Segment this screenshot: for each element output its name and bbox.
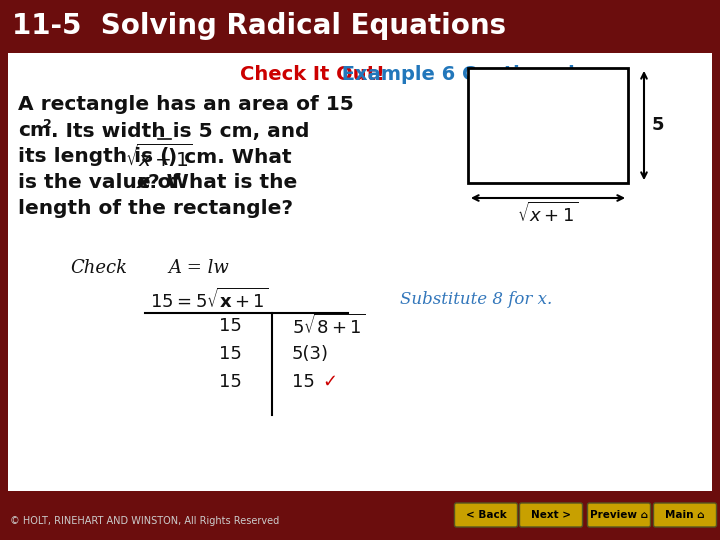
Text: Substitute 8 for x.: Substitute 8 for x. [400,292,552,308]
Text: Example 6 Continued: Example 6 Continued [335,64,575,84]
Text: length of the rectangle?: length of the rectangle? [18,199,293,219]
Bar [0,0,720,50]
Bar [468,68,628,183]
Text: 15: 15 [292,373,315,391]
Text: 5(3): 5(3) [292,345,329,363]
Text: 5: 5 [652,117,665,134]
Text: 2: 2 [43,118,52,131]
Bar [0,496,720,540]
Text: its length is (: its length is ( [18,147,169,166]
Text: 15: 15 [219,373,241,391]
FancyBboxPatch shape [520,503,582,527]
Text: ) cm. What: ) cm. What [168,147,292,166]
Text: cm: cm [18,122,51,140]
Text: A rectangle has an area of 15: A rectangle has an area of 15 [18,96,354,114]
Text: Preview ⌂: Preview ⌂ [590,510,648,520]
Text: © HOLT, RINEHART AND WINSTON, All Rights Reserved: © HOLT, RINEHART AND WINSTON, All Rights… [10,516,279,526]
Text: ✓: ✓ [322,373,337,391]
Text: Main ⌂: Main ⌂ [665,510,705,520]
Text: 15: 15 [219,345,241,363]
Text: $15 = 5\sqrt{{\bf x}+1}$: $15 = 5\sqrt{{\bf x}+1}$ [150,288,269,312]
Text: Check: Check [70,259,127,277]
Text: $\sqrt{x+1}$: $\sqrt{x+1}$ [518,202,579,226]
Text: 11-5  Solving Radical Equations: 11-5 Solving Radical Equations [12,12,506,40]
Text: x: x [137,173,150,192]
Text: 15: 15 [219,317,241,335]
Text: . Its width is 5 cm, and: . Its width is 5 cm, and [51,122,310,140]
Text: A = lw: A = lw [168,259,229,277]
Bar [8,53,712,491]
Text: is the value of: is the value of [18,173,187,192]
FancyBboxPatch shape [588,503,650,527]
Text: Next >: Next > [531,510,571,520]
Text: $\sqrt{x+1}$: $\sqrt{x+1}$ [125,143,193,171]
FancyBboxPatch shape [654,503,716,527]
Text: $5\sqrt{8+1}$: $5\sqrt{8+1}$ [292,314,366,338]
Text: < Back: < Back [466,510,506,520]
FancyBboxPatch shape [454,503,518,527]
Text: ? What is the: ? What is the [148,173,297,192]
Text: Check It Out!: Check It Out! [240,64,385,84]
